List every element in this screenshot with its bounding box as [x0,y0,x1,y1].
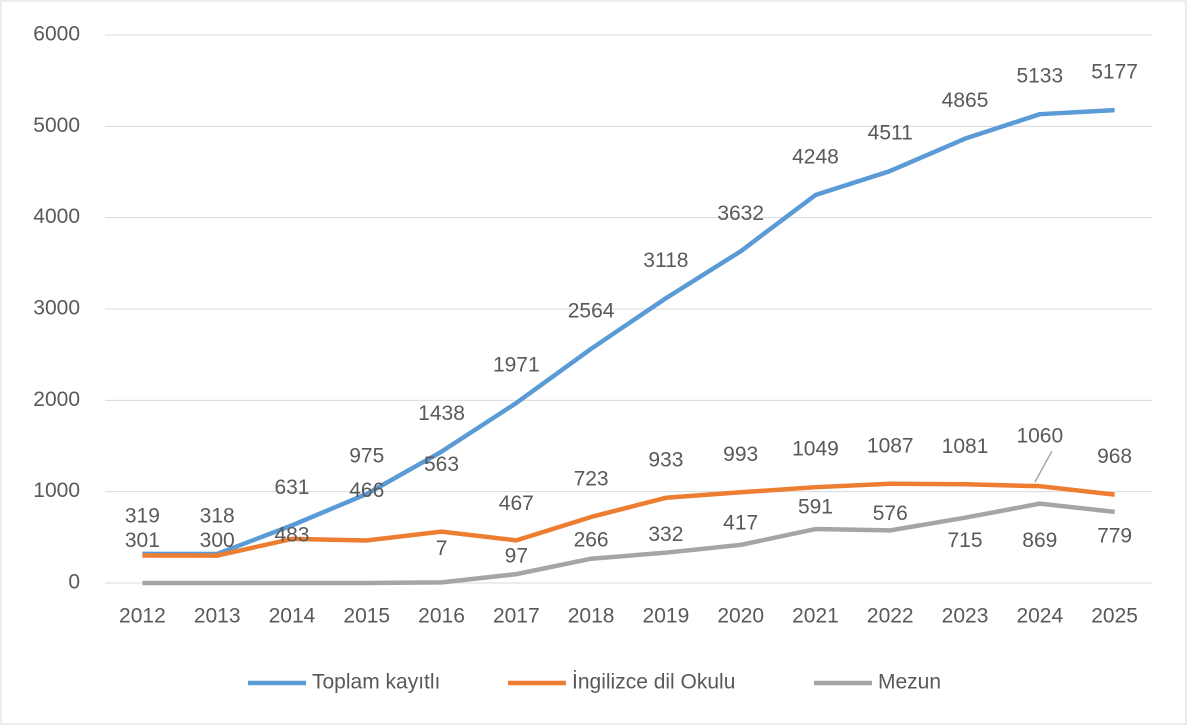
x-tick-label: 2020 [717,605,764,628]
x-tick-label: 2016 [418,605,465,628]
data-label: 417 [723,511,758,534]
y-tick-label: 0 [68,571,80,594]
data-label: 466 [349,479,384,502]
data-label: 4865 [942,89,989,112]
data-label: 318 [200,505,235,528]
data-label: 975 [349,444,384,467]
x-tick-label: 2013 [194,605,241,628]
data-label: 779 [1097,524,1132,547]
data-label: 1438 [418,402,465,425]
x-tick-label: 2018 [568,605,615,628]
y-tick-label: 3000 [33,297,80,320]
leader-line [1034,450,1053,483]
data-label: 3632 [717,202,764,225]
data-label: 631 [274,476,309,499]
data-label: 715 [948,529,983,552]
x-tick-label: 2024 [1016,605,1063,628]
data-label: 97 [505,545,528,568]
x-tick-label: 2012 [119,605,166,628]
data-label: 3118 [643,249,688,272]
data-label: 483 [274,523,309,546]
data-label: 576 [873,502,908,525]
y-tick-label: 2000 [33,388,80,411]
data-label: 5177 [1091,61,1138,84]
data-label: 723 [574,468,609,491]
data-label: 7 [436,537,448,560]
data-label: 1049 [792,438,839,461]
x-tick-label: 2021 [792,605,839,628]
x-tick-label: 2017 [493,605,540,628]
data-label: 332 [648,523,683,546]
data-label: 1060 [1016,425,1063,448]
x-tick-label: 2014 [269,605,316,628]
data-label: 993 [723,443,758,466]
x-tick-label: 2022 [867,605,914,628]
series-line [142,481,1115,558]
data-label: 301 [125,529,160,552]
legend-label: İngilizce dil Okulu [572,671,735,694]
series-line [142,501,1115,586]
x-tick-label: 2025 [1091,605,1138,628]
x-tick-label: 2015 [343,605,390,628]
data-label: 4511 [868,122,913,145]
legend-label: Toplam kayıtlı [312,671,440,694]
data-label: 1087 [867,434,914,457]
data-label: 2564 [568,299,615,322]
y-tick-label: 6000 [33,23,80,46]
data-label: 1971 [493,354,540,377]
data-label: 968 [1097,445,1132,468]
y-tick-label: 4000 [33,205,80,228]
series-line [142,107,1115,557]
x-tick-label: 2019 [643,605,690,628]
y-tick-label: 1000 [33,479,80,502]
data-label: 266 [574,528,609,551]
legend-label: Mezun [878,671,941,694]
x-tick-label: 2023 [942,605,989,628]
data-label: 4248 [792,146,839,169]
data-label: 467 [499,492,534,515]
data-label: 5133 [1016,65,1063,88]
y-tick-label: 5000 [33,114,80,137]
data-label: 563 [424,453,459,476]
data-label: 591 [798,496,833,519]
data-label: 1081 [942,435,989,458]
data-label: 319 [125,504,160,527]
data-label: 300 [200,529,235,552]
data-label: 933 [648,448,683,471]
data-label: 869 [1022,529,1057,552]
